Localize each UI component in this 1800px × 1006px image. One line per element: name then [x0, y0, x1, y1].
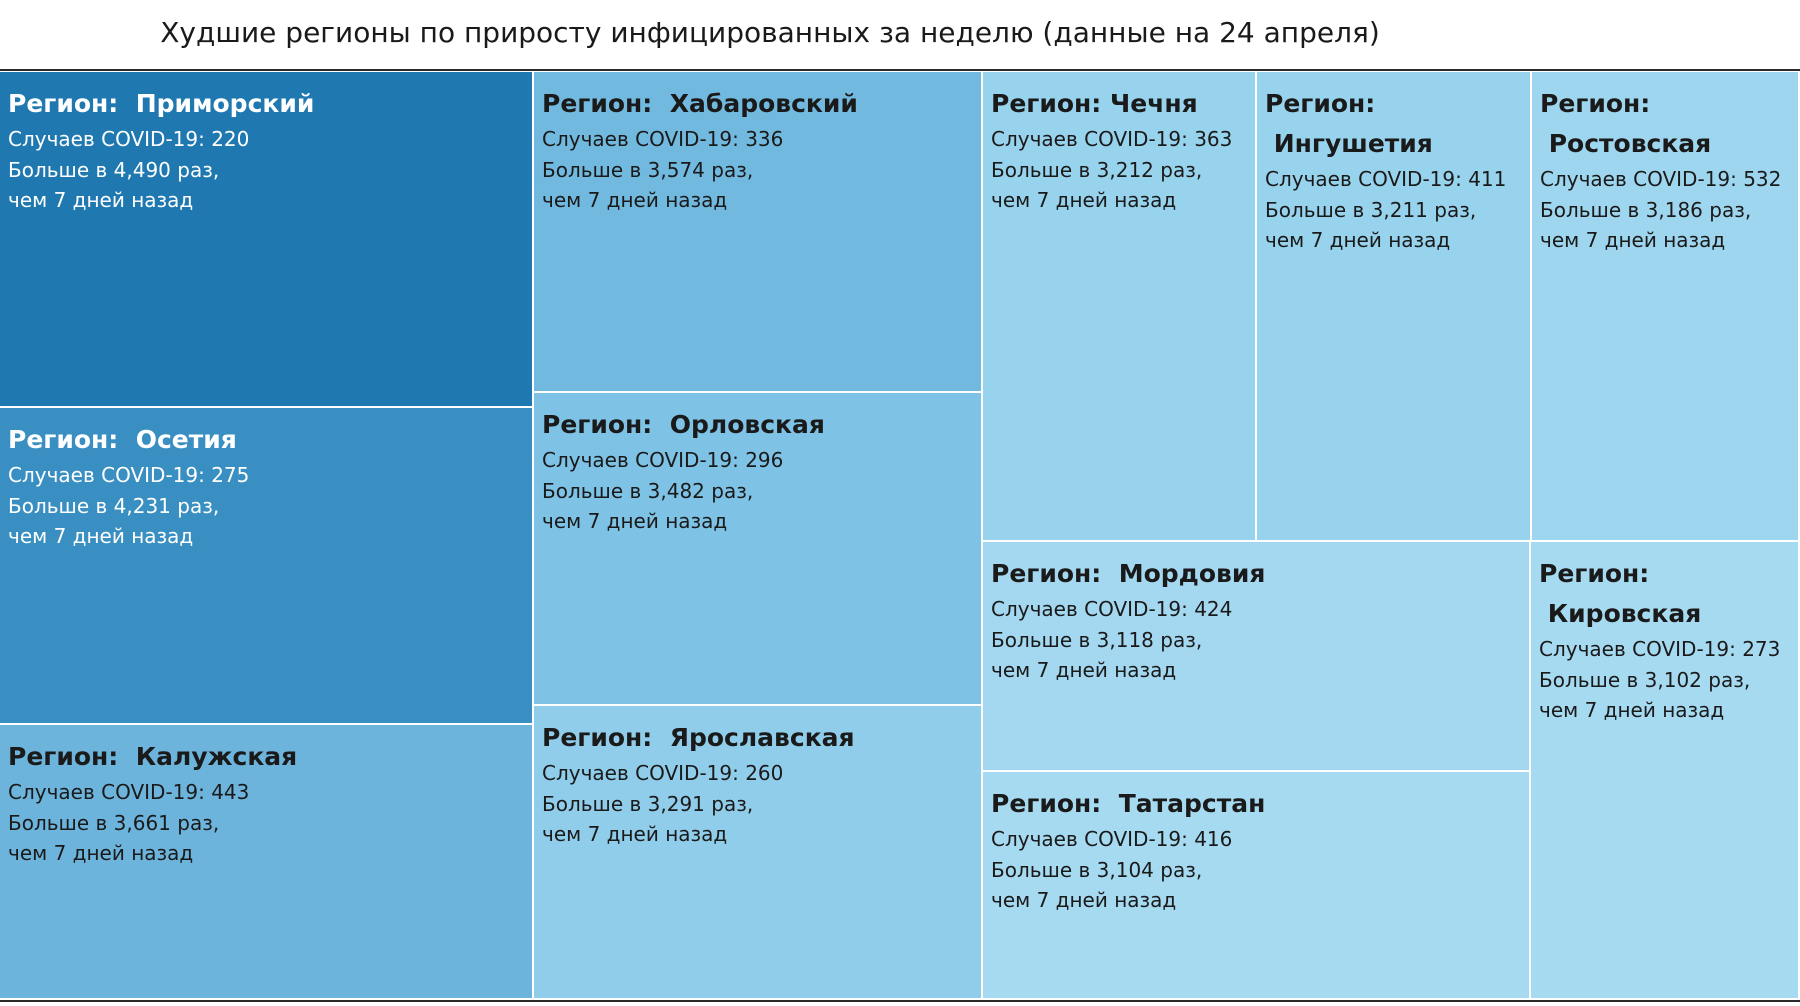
- treemap-tile: Регион: Ростовская Случаев COVID-19: 532 Б…: [1532, 72, 1800, 542]
- tile-region-name: Регион: Хабаровский: [542, 84, 981, 124]
- tile-region-name: Регион: Татарстан: [991, 784, 1529, 824]
- treemap-tile: Регион: Татарстан Случаев COVID-19: 416 Бо…: [983, 772, 1531, 1000]
- tile-region-value: Приморский: [135, 89, 315, 118]
- title-divider: [0, 69, 1800, 71]
- tile-period: чем 7 дней назад: [1540, 228, 1726, 252]
- tile-period: чем 7 дней назад: [8, 841, 194, 865]
- tile-region-name: Регион: Приморский: [8, 84, 532, 124]
- treemap-tile: Регион: Чечня Случаев COVID-19: 363 Больше…: [983, 72, 1257, 542]
- tile-period: чем 7 дней назад: [8, 524, 194, 548]
- tile-region-label: Регион:: [1265, 89, 1376, 118]
- tile-region-label: Регион:: [542, 410, 653, 439]
- tile-period: чем 7 дней назад: [542, 822, 728, 846]
- tile-cases: Случаев COVID-19: 273: [1539, 637, 1781, 661]
- tile-region-name: Регион: Ярославская: [542, 718, 981, 758]
- tile-growth: Больше в 3,482 раз,: [542, 478, 754, 503]
- tile-cases: Случаев COVID-19: 260: [542, 761, 784, 785]
- tile-cases: Случаев COVID-19: 220: [8, 127, 250, 151]
- treemap-tile: Регион: Кировская Случаев COVID-19: 273 Бо…: [1531, 542, 1800, 1000]
- tile-cases: Случаев COVID-19: 416: [991, 827, 1233, 851]
- treemap-tile: Регион: Ярославская Случаев COVID-19: 260…: [534, 706, 983, 1000]
- tile-cases: Случаев COVID-19: 411: [1265, 167, 1507, 191]
- tile-region-value: Орловская: [669, 410, 825, 439]
- treemap-tile: Регион: Орловская Случаев COVID-19: 296 Бо…: [534, 393, 983, 706]
- tile-region-value: Ростовская: [1548, 129, 1712, 158]
- tile-growth: Больше в 3,102 раз,: [1539, 667, 1751, 692]
- tile-growth: Больше в 3,104 раз,: [991, 857, 1203, 882]
- tile-region-label: Регион:: [1539, 559, 1650, 588]
- tile-region-name: Регион: Ингушетия: [1265, 84, 1530, 164]
- tile-region-value: Калужская: [135, 742, 298, 771]
- treemap-tile: Регион: Осетия Случаев COVID-19: 275 Больш…: [0, 408, 534, 725]
- treemap: Регион: Приморский Случаев COVID-19: 220 Б…: [0, 72, 1800, 1000]
- tile-region-label: Регион:: [8, 742, 119, 771]
- tile-region-value: Ингушетия: [1273, 129, 1433, 158]
- treemap-tile: Регион: Приморский Случаев COVID-19: 220 Б…: [0, 72, 534, 408]
- tile-growth: Больше в 3,118 раз,: [991, 627, 1203, 652]
- tile-cases: Случаев COVID-19: 275: [8, 463, 250, 487]
- tile-region-label: Регион:: [542, 89, 653, 118]
- tile-region-value: Хабаровский: [669, 89, 858, 118]
- tile-region-label: Регион:: [1540, 89, 1651, 118]
- tile-region-value: Осетия: [135, 425, 237, 454]
- tile-cases: Случаев COVID-19: 296: [542, 448, 784, 472]
- tile-cases: Случаев COVID-19: 336: [542, 127, 784, 151]
- tile-region-name: Регион: Ростовская: [1540, 84, 1798, 164]
- tile-period: чем 7 дней назад: [542, 509, 728, 533]
- tile-growth: Больше в 4,231 раз,: [8, 493, 220, 518]
- tile-region-name: Регион: Калужская: [8, 737, 532, 777]
- tile-region-value: Мордовия: [1118, 559, 1266, 588]
- tile-region-value: Татарстан: [1118, 789, 1266, 818]
- tile-growth: Больше в 4,490 раз,: [8, 157, 220, 182]
- tile-region-value: Чечня: [1110, 89, 1198, 118]
- tile-cases: Случаев COVID-19: 424: [991, 597, 1233, 621]
- tile-region-label: Регион:: [991, 789, 1102, 818]
- treemap-tile: Регион: Хабаровский Случаев COVID-19: 336…: [534, 72, 983, 393]
- treemap-tile: Регион: Ингушетия Случаев COVID-19: 411 Бо…: [1257, 72, 1532, 542]
- tile-region-name: Регион: Кировская: [1539, 554, 1798, 634]
- tile-region-value: Кировская: [1547, 599, 1702, 628]
- tile-region-name: Регион: Мордовия: [991, 554, 1529, 594]
- tile-period: чем 7 дней назад: [991, 188, 1177, 212]
- tile-growth: Больше в 3,661 раз,: [8, 810, 220, 835]
- tile-region-name: Регион: Осетия: [8, 420, 532, 460]
- tile-growth: Больше в 3,211 раз,: [1265, 197, 1477, 222]
- tile-region-label: Регион:: [8, 425, 119, 454]
- bottom-divider: [0, 1000, 1800, 1002]
- tile-period: чем 7 дней назад: [1539, 698, 1725, 722]
- tile-cases: Случаев COVID-19: 532: [1540, 167, 1782, 191]
- tile-region-name: Регион: Орловская: [542, 405, 981, 445]
- tile-period: чем 7 дней назад: [1265, 228, 1451, 252]
- treemap-tile: Регион: Калужская Случаев COVID-19: 443 Бо…: [0, 725, 534, 1000]
- tile-growth: Больше в 3,212 раз,: [991, 157, 1203, 182]
- tile-region-name: Регион: Чечня: [991, 84, 1255, 124]
- tile-period: чем 7 дней назад: [542, 188, 728, 212]
- tile-growth: Больше в 3,574 раз,: [542, 157, 754, 182]
- tile-cases: Случаев COVID-19: 443: [8, 780, 250, 804]
- tile-period: чем 7 дней назад: [8, 188, 194, 212]
- tile-cases: Случаев COVID-19: 363: [991, 127, 1233, 151]
- tile-region-label: Регион:: [991, 89, 1102, 118]
- tile-region-label: Регион:: [8, 89, 119, 118]
- tile-growth: Больше в 3,291 раз,: [542, 791, 754, 816]
- tile-region-value: Ярославская: [669, 723, 855, 752]
- tile-period: чем 7 дней назад: [991, 658, 1177, 682]
- tile-period: чем 7 дней назад: [991, 888, 1177, 912]
- tile-region-label: Регион:: [991, 559, 1102, 588]
- treemap-tile: Регион: Мордовия Случаев COVID-19: 424 Бол…: [983, 542, 1531, 772]
- tile-growth: Больше в 3,186 раз,: [1540, 197, 1752, 222]
- tile-region-label: Регион:: [542, 723, 653, 752]
- chart-title: Худшие регионы по приросту инфицированны…: [160, 16, 1380, 49]
